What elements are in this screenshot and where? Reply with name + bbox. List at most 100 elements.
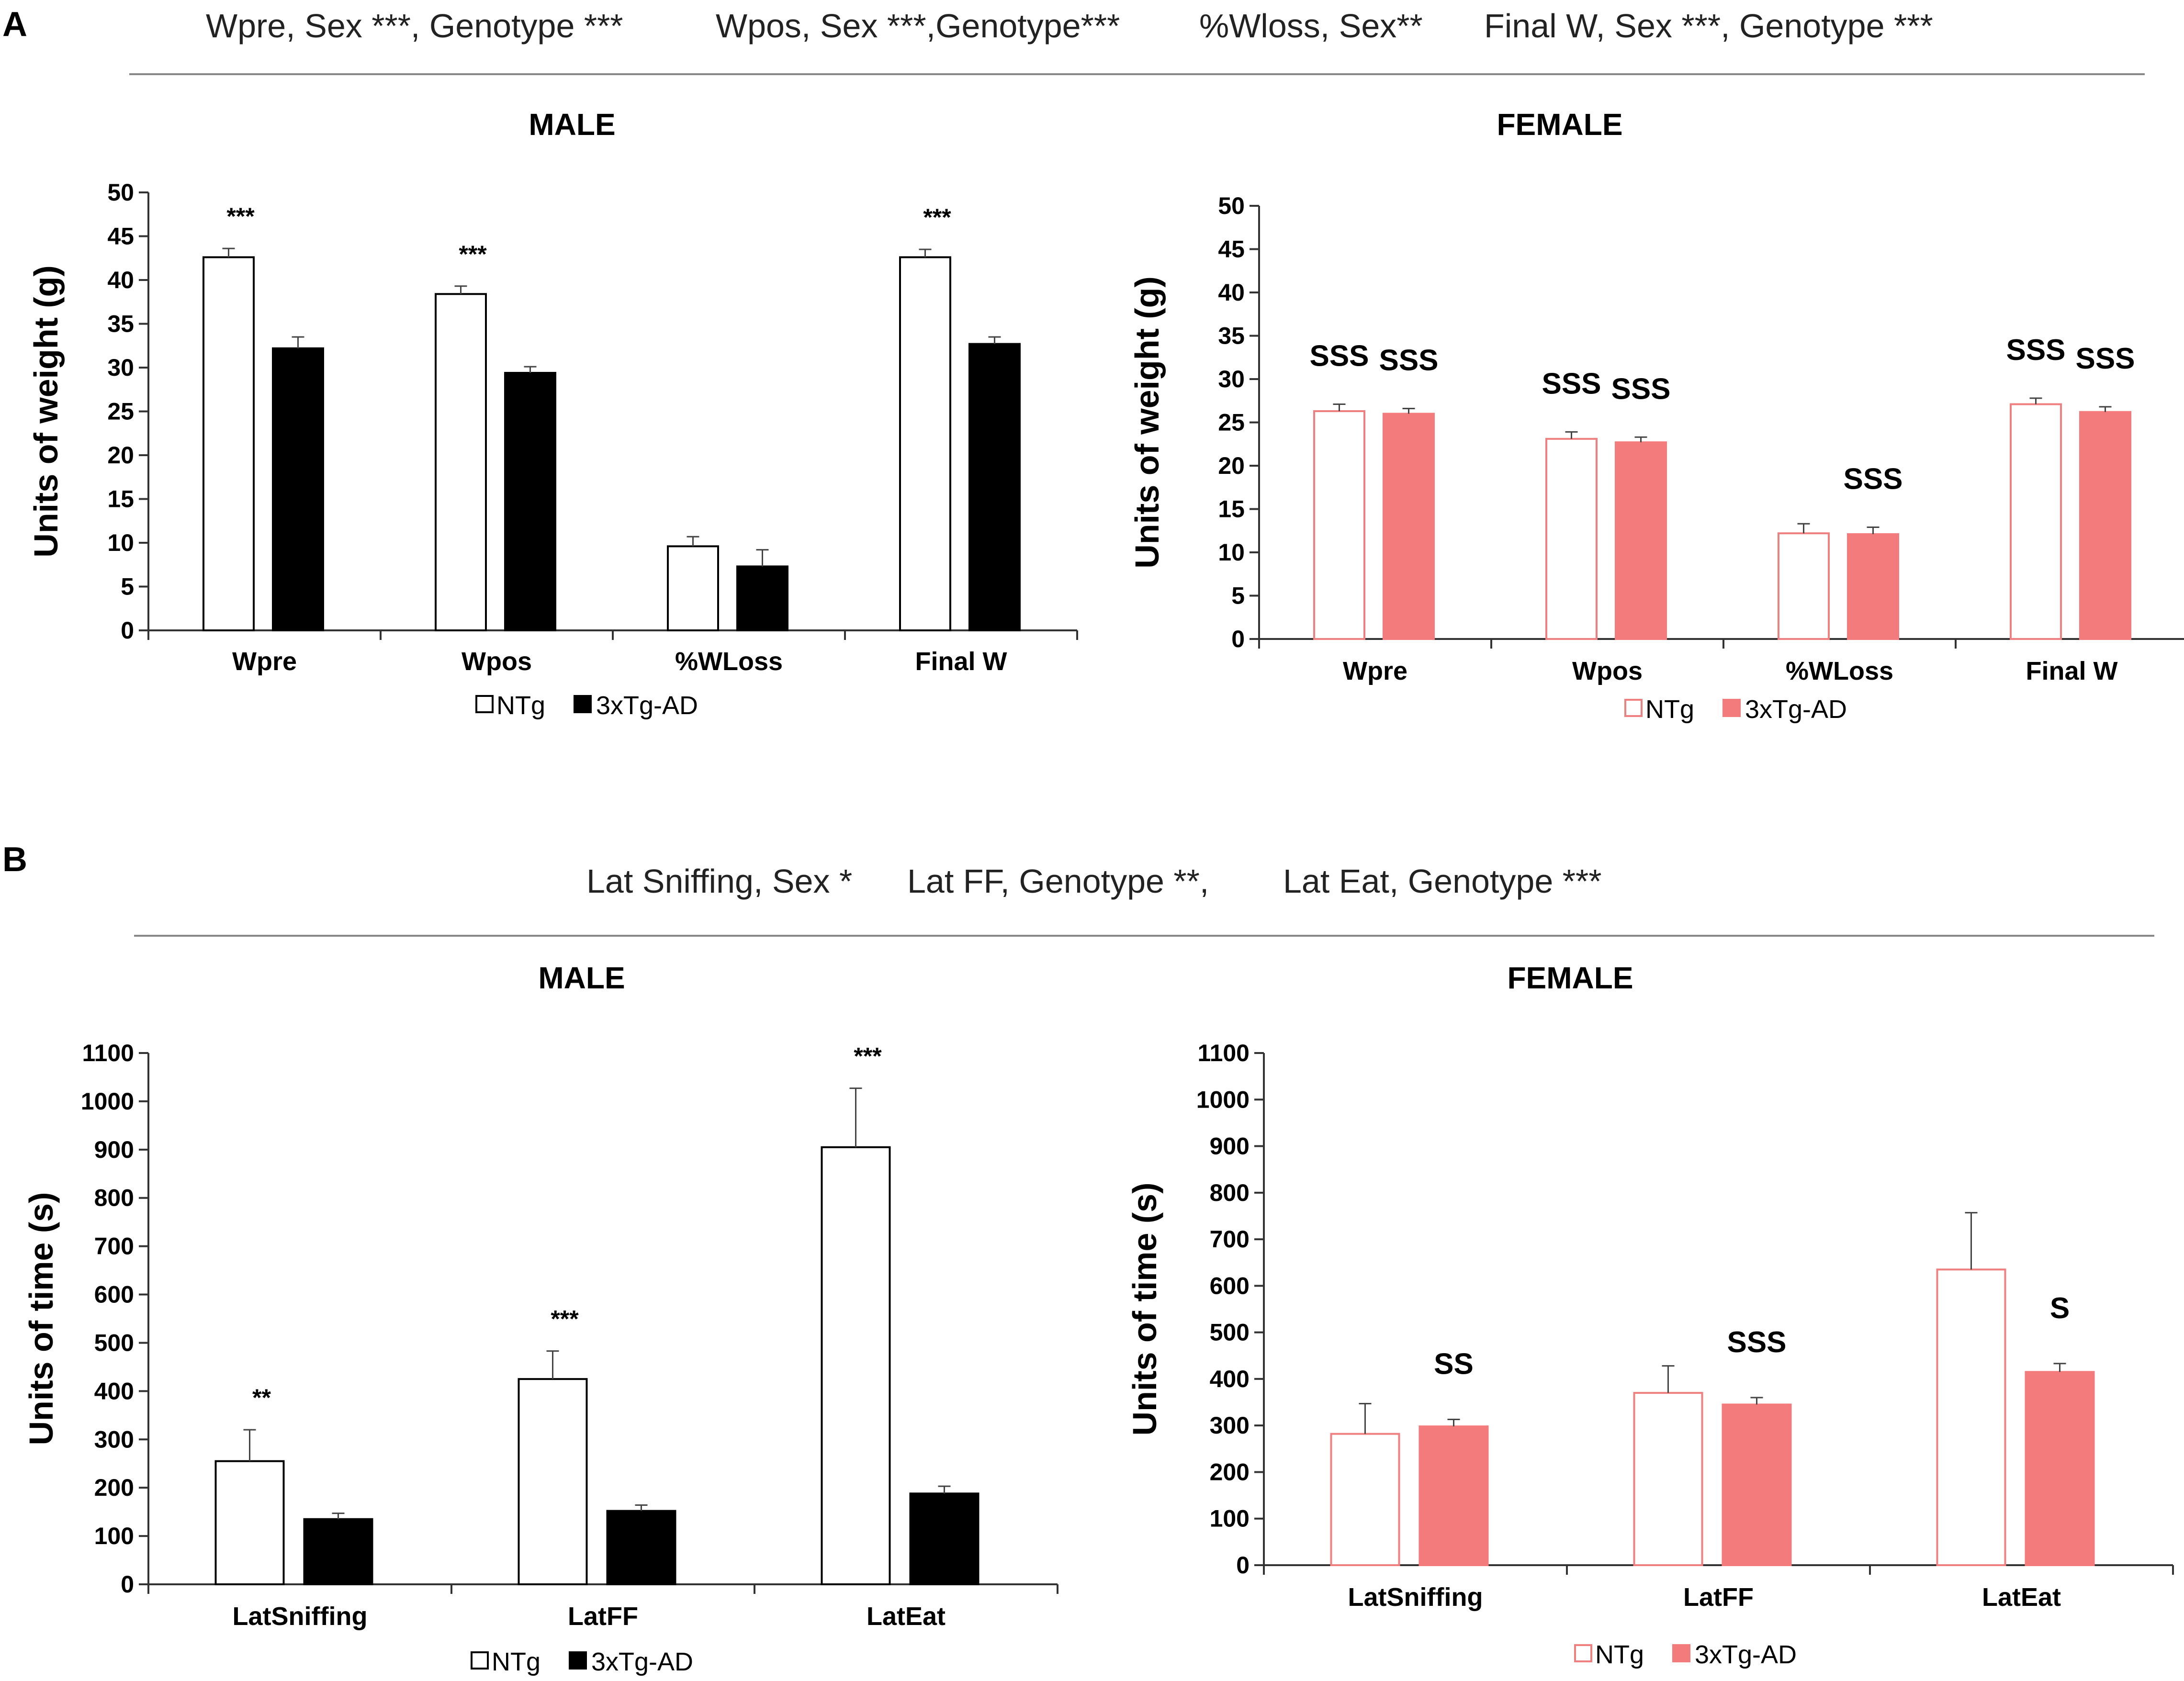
y-tick-label: 45 <box>1218 236 1245 263</box>
panel-a-stat-finalw: Final W, Sex ***, Genotype *** <box>1484 7 1933 45</box>
y-tick-label: 5 <box>121 573 134 600</box>
bar-ntg <box>1936 1268 2006 1566</box>
y-tick-label: 20 <box>1218 452 1245 479</box>
panel-letter-b: B <box>2 840 27 879</box>
y-tick-label: 0 <box>121 617 134 644</box>
y-tick-label: 100 <box>1210 1505 1250 1532</box>
y-tick-label: 1000 <box>81 1088 134 1115</box>
legend-3xtg-label: 3xTg-AD <box>596 691 698 720</box>
bar-3xtg <box>2025 1371 2095 1566</box>
y-tick-label: 25 <box>1218 409 1245 436</box>
bar-ntg <box>667 545 719 631</box>
legend-3xtg-label: 3xTg-AD <box>591 1647 693 1676</box>
bar-ntg <box>435 293 487 631</box>
category-label: %WLoss <box>1786 657 1893 685</box>
y-tick-label: 0 <box>121 1571 134 1598</box>
y-tick-label: 500 <box>94 1329 134 1356</box>
legend-3xtg-swatch <box>569 1651 587 1670</box>
legend-3xtg-label: 3xTg-AD <box>1695 1640 1797 1669</box>
female-time-chart: FEMALE Units of time (s) 0 100 200 300 400 500 6… <box>1126 961 2174 1669</box>
category-label: LatEat <box>867 1602 946 1631</box>
y-tick-label: 15 <box>1218 496 1245 523</box>
significance-marker: SSS <box>1379 344 1438 377</box>
significance-marker: *** <box>459 241 487 268</box>
category-label: %WLoss <box>675 647 783 676</box>
y-tick-label: 700 <box>94 1233 134 1260</box>
y-tick-label: 20 <box>107 442 134 469</box>
significance-marker: SSS <box>1542 367 1601 400</box>
y-tick-label: 900 <box>94 1136 134 1163</box>
y-tick-label: 600 <box>1210 1272 1250 1299</box>
y-tick-label: 900 <box>1210 1133 1250 1160</box>
bar-ntg <box>1330 1433 1400 1566</box>
y-tick-label: 100 <box>94 1523 134 1549</box>
bar-3xtg <box>2079 411 2131 640</box>
y-tick-label: 0 <box>1236 1552 1250 1579</box>
y-tick-label: 50 <box>1218 192 1245 219</box>
legend-ntg-swatch <box>475 695 494 713</box>
category-label: LatSniffing <box>233 1602 368 1631</box>
category-label: Final W <box>2026 657 2118 685</box>
category-label: LatSniffing <box>1348 1583 1483 1612</box>
y-tick-label: 50 <box>107 179 134 206</box>
category-label: Wpre <box>232 647 297 676</box>
bar-ntg <box>1313 410 1365 640</box>
legend-3xtg-label: 3xTg-AD <box>1745 695 1847 724</box>
chart-title: FEMALE <box>1497 107 1622 142</box>
bar-3xtg <box>1383 413 1435 640</box>
y-tick-label: 25 <box>107 398 134 425</box>
y-tick-label: 400 <box>94 1378 134 1404</box>
panel-a-stat-wpre: Wpre, Sex ***, Genotype *** <box>206 7 623 45</box>
y-tick-label: 1000 <box>1196 1086 1250 1113</box>
y-tick-label: 1100 <box>1198 1040 1250 1066</box>
legend: NTg 3xTg-AD <box>475 691 698 720</box>
bar-3xtg <box>272 347 324 631</box>
y-tick-label: 35 <box>107 311 134 337</box>
bar-3xtg <box>1847 533 1899 640</box>
bar-3xtg <box>1615 441 1667 640</box>
bar-3xtg <box>606 1510 676 1585</box>
bar-ntg <box>821 1146 891 1585</box>
category-label: LatFF <box>568 1602 638 1631</box>
significance-marker: *** <box>226 203 255 230</box>
significance-marker: S <box>2050 1292 2070 1325</box>
y-axis-label: Units of time (s) <box>1126 1183 1163 1436</box>
significance-marker: SSS <box>1843 463 1903 496</box>
legend-ntg-label: NTg <box>492 1647 540 1676</box>
male-weight-chart: MALE Units of weight (g) 0 5 10 15 20 25 30 35 40 4… <box>27 107 1078 720</box>
y-tick-label: 10 <box>107 529 134 556</box>
panel-b-stat-latff: Lat FF, Genotype **, <box>907 863 1209 900</box>
category-label: Final W <box>915 647 1007 676</box>
legend: NTg 3xTg-AD <box>471 1647 693 1676</box>
male-time-chart: MALE Units of time (s) 0 100 200 300 400 500 600… <box>23 961 1058 1676</box>
legend-ntg-label: NTg <box>496 691 545 720</box>
chart-title: FEMALE <box>1507 961 1633 995</box>
y-tick-label: 40 <box>107 267 134 293</box>
bar-ntg <box>518 1378 588 1586</box>
category-label: Wpos <box>462 647 532 676</box>
y-axis-label: Units of time (s) <box>23 1192 60 1446</box>
bar-ntg <box>214 1460 285 1586</box>
significance-marker: SSS <box>1727 1326 1786 1359</box>
bar-3xtg <box>909 1492 979 1586</box>
bar-ntg <box>1778 532 1830 640</box>
y-tick-label: 200 <box>1210 1458 1250 1485</box>
legend-ntg-swatch <box>1574 1644 1592 1662</box>
panel-a-stat-wloss: %Wloss, Sex** <box>1199 7 1423 45</box>
bar-3xtg <box>504 371 556 631</box>
y-tick-label: 200 <box>94 1474 134 1501</box>
y-axis-label: Units of weight (g) <box>27 265 65 557</box>
bar-ntg <box>899 256 951 631</box>
panel-a-stat-wpos: Wpos, Sex ***,Genotype*** <box>716 7 1120 45</box>
legend-3xtg-swatch <box>1672 1644 1690 1662</box>
category-label: Wpre <box>1343 657 1407 685</box>
legend-ntg-label: NTg <box>1595 1640 1644 1669</box>
legend: NTg 3xTg-AD <box>1624 695 1847 724</box>
chart-title: MALE <box>529 107 615 142</box>
y-tick-label: 35 <box>1218 323 1245 349</box>
bar-3xtg <box>736 565 788 632</box>
bar-3xtg <box>303 1518 373 1585</box>
y-tick-label: 30 <box>107 354 134 381</box>
female-weight-chart: FEMALE Units of weight (g) 0 5 10 15 20 25 30 35 4… <box>1128 107 2184 724</box>
y-tick-label: 1100 <box>82 1040 134 1066</box>
